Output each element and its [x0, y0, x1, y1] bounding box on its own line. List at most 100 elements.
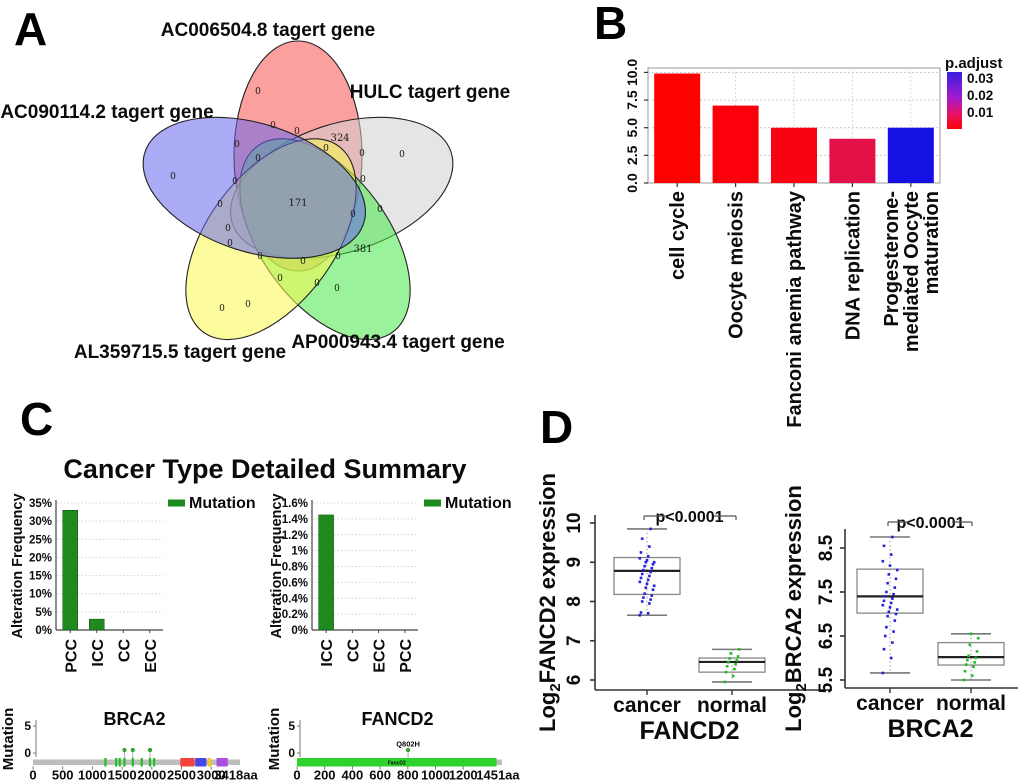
protein-title: FANCD2 — [361, 709, 433, 729]
freq-y-tick: 30% — [29, 516, 52, 528]
padjust-legend-tick: 0.02 — [967, 88, 993, 103]
data-point — [727, 661, 730, 664]
data-point — [882, 544, 886, 548]
protein-domain-label: FancD2 — [388, 761, 406, 767]
aa-x-tick: 0 — [293, 768, 300, 783]
data-point — [650, 566, 654, 570]
aa-x-tick-end: 3418aa — [214, 768, 258, 783]
boxplot-gene-title: BRCA2 — [887, 715, 973, 743]
p-value-label: p<0.0001 — [896, 515, 964, 532]
mutation-axis-label: Mutation — [266, 708, 283, 770]
data-point — [646, 611, 650, 615]
data-point — [640, 600, 644, 603]
group-x-label: normal — [697, 694, 767, 717]
venn-count: 0 — [335, 252, 341, 262]
data-point — [638, 613, 642, 617]
venn-count: 0 — [217, 200, 223, 210]
data-point — [723, 680, 727, 684]
data-point — [648, 545, 651, 548]
data-point — [645, 558, 649, 562]
venn-count: 0 — [225, 224, 231, 234]
cancer-summary-title: Cancer Type Detailed Summary — [63, 454, 466, 484]
venn-count: 0 — [314, 279, 320, 289]
mutation-y-tick: 0 — [24, 746, 31, 760]
data-point — [895, 608, 899, 611]
data-point — [642, 596, 645, 599]
venn-count: 0 — [359, 149, 365, 159]
venn-ellipses — [142, 40, 454, 341]
data-point — [972, 665, 975, 669]
data-point — [894, 577, 898, 581]
aa-x-tick: 500 — [52, 768, 74, 783]
pathway-category-label: mediated Oocyte — [901, 191, 923, 352]
venn-diagram: AC006504.8 tagert gene HULC tagert gene AP… — [0, 20, 510, 363]
data-point — [891, 641, 894, 644]
group-x-label: normal — [936, 692, 1006, 715]
freq-y-tick: 1% — [291, 546, 308, 558]
freq-y-tick: 5% — [35, 607, 52, 619]
aa-x-tick: 3000 — [197, 768, 226, 783]
mutation-lollipop — [406, 747, 411, 753]
data-point — [889, 553, 893, 556]
data-point — [886, 581, 889, 585]
aa-x-tick: 600 — [369, 768, 391, 783]
data-point — [974, 656, 978, 660]
pathway-category-label: maturation — [921, 191, 943, 294]
aa-x-tick: 1200 — [449, 768, 478, 783]
pathway-bar — [887, 127, 934, 183]
freq-y-tick: 20% — [29, 552, 52, 564]
freq-bar — [318, 514, 334, 631]
data-point — [886, 614, 889, 618]
data-point — [888, 606, 892, 609]
data-point — [729, 652, 733, 655]
data-point — [649, 527, 652, 531]
freq-y-tick: 35% — [29, 498, 52, 510]
venn-count: 0 — [334, 284, 340, 294]
mutation-legend-swatch — [424, 499, 441, 507]
freq-y-tick: 0.4% — [282, 593, 308, 605]
data-point — [643, 564, 646, 568]
data-point — [640, 537, 644, 540]
cancer-type-label: CC — [116, 639, 133, 663]
panel-label-d: D — [540, 401, 574, 453]
protein-title: BRCA2 — [104, 709, 166, 729]
data-point — [651, 588, 655, 592]
data-point — [962, 678, 966, 682]
pathway-y-tick: 10.0 — [624, 59, 640, 86]
data-point — [976, 636, 980, 640]
venn-count: 0 — [294, 127, 300, 137]
venn-count: 171 — [288, 198, 307, 209]
freq-bar — [89, 618, 105, 631]
protein-domain — [207, 758, 212, 767]
freq-y-tick: 0% — [291, 625, 308, 637]
cancer-type-label: ECC — [372, 639, 389, 673]
data-point — [883, 634, 887, 638]
data-point — [651, 562, 655, 566]
data-point — [646, 578, 650, 582]
aa-x-tick-end: 1451aa — [476, 768, 520, 783]
mutation-lollipop — [147, 747, 153, 753]
venn-set-label: HULC tagert gene — [350, 82, 510, 103]
expression-y-axis-label: Log2BRCA2 expression — [781, 485, 810, 732]
aa-x-tick: 1000 — [421, 768, 450, 783]
venn-count: 0 — [232, 177, 238, 187]
venn-count: 0 — [257, 252, 263, 262]
aa-x-tick: 200 — [314, 768, 336, 783]
freq-y-tick: 10% — [29, 589, 52, 601]
data-point — [885, 625, 888, 629]
panel-label-a: A — [14, 3, 48, 55]
pathway-bar — [712, 105, 759, 183]
pathway-enrichment-bar-chart: p.adjust cell cycle Oocyte meiosis Fanconi… — [624, 55, 1003, 428]
data-point — [889, 656, 893, 660]
mutation-y-tick: 5 — [288, 719, 295, 733]
freq-y-tick: 0.6% — [282, 577, 308, 589]
expression-y-tick: 8.5 — [816, 534, 837, 561]
data-point — [891, 597, 894, 600]
mutation-lollipop — [130, 747, 135, 753]
venn-count: 0 — [399, 150, 405, 160]
data-point — [895, 568, 899, 572]
data-point — [639, 611, 643, 614]
aa-x-tick: 2000 — [137, 768, 166, 783]
venn-count: 0 — [270, 121, 276, 131]
